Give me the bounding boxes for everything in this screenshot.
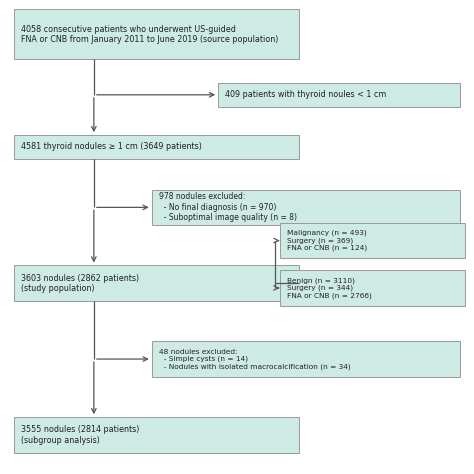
FancyBboxPatch shape <box>14 265 299 301</box>
Text: 409 patients with thyroid noules < 1 cm: 409 patients with thyroid noules < 1 cm <box>225 91 386 99</box>
FancyBboxPatch shape <box>14 135 299 159</box>
FancyBboxPatch shape <box>14 417 299 453</box>
FancyBboxPatch shape <box>280 223 465 258</box>
FancyBboxPatch shape <box>218 83 460 107</box>
FancyBboxPatch shape <box>14 9 299 59</box>
Text: 4581 thyroid nodules ≥ 1 cm (3649 patients): 4581 thyroid nodules ≥ 1 cm (3649 patien… <box>21 143 202 151</box>
Text: 978 nodules excluded:
  - No final diagnosis (n = 970)
  - Suboptimal image qual: 978 nodules excluded: - No final diagnos… <box>159 192 297 222</box>
Text: 3603 nodules (2862 patients)
(study population): 3603 nodules (2862 patients) (study popu… <box>21 273 139 293</box>
FancyBboxPatch shape <box>152 341 460 377</box>
FancyBboxPatch shape <box>152 190 460 225</box>
FancyBboxPatch shape <box>280 270 465 306</box>
Text: 48 nodules excluded:
  - Simple cysts (n = 14)
  - Nodules with isolated macroca: 48 nodules excluded: - Simple cysts (n =… <box>159 348 351 370</box>
Text: Benign (n = 3110)
Surgery (n = 344)
FNA or CNB (n = 2766): Benign (n = 3110) Surgery (n = 344) FNA … <box>287 277 372 299</box>
Text: 4058 consecutive patients who underwent US-guided
FNA or CNB from January 2011 t: 4058 consecutive patients who underwent … <box>21 25 279 44</box>
Text: 3555 nodules (2814 patients)
(subgroup analysis): 3555 nodules (2814 patients) (subgroup a… <box>21 425 140 445</box>
Text: Malignancy (n = 493)
Surgery (n = 369)
FNA or CNB (n = 124): Malignancy (n = 493) Surgery (n = 369) F… <box>287 230 367 251</box>
